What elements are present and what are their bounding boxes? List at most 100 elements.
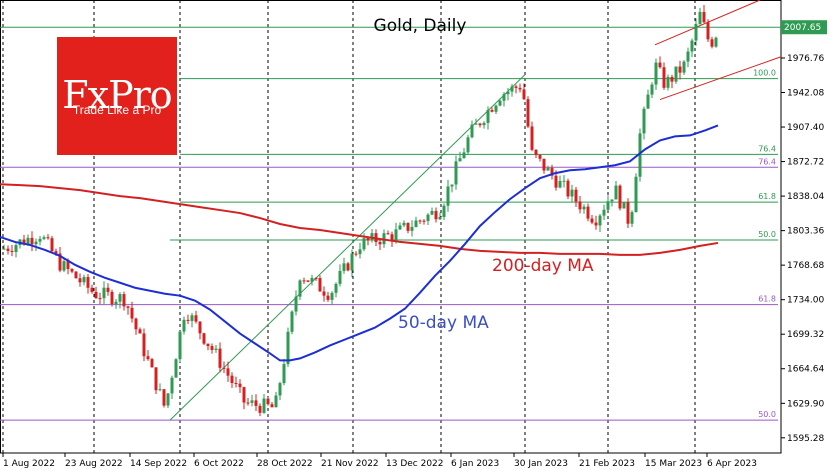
candle-body — [526, 99, 530, 127]
candle-body — [638, 133, 642, 177]
candle-body — [538, 154, 542, 159]
x-tick-label: 28 Oct 2022 — [257, 459, 313, 469]
candle-body — [358, 249, 362, 255]
candle-body — [214, 348, 218, 350]
candle-body — [534, 149, 538, 155]
candle-body — [458, 158, 462, 162]
candle-body — [478, 123, 482, 126]
candle-body — [438, 216, 442, 220]
candle-body — [550, 167, 554, 176]
candle-body — [110, 291, 114, 305]
candle-body — [86, 277, 90, 288]
candle-body — [610, 199, 614, 202]
candle-body — [706, 22, 710, 40]
fib-level-label: 76.4 — [758, 144, 776, 153]
candle-body — [170, 377, 174, 394]
candle-body — [90, 287, 94, 292]
channel-lower — [659, 56, 782, 101]
logo-brand: FxPro — [62, 73, 172, 117]
candle-body — [198, 321, 202, 334]
candle-body — [46, 237, 50, 239]
candle-body — [246, 402, 250, 404]
candle-body — [294, 296, 298, 312]
candle-body — [266, 398, 270, 405]
candle-body — [650, 84, 654, 95]
fib-level-label: 76.4 — [758, 157, 776, 166]
candle-body — [42, 237, 46, 239]
candle-body — [378, 241, 382, 245]
candle-body — [138, 329, 142, 334]
candle-body — [714, 37, 718, 47]
candle-body — [162, 389, 166, 406]
candle-body — [194, 315, 198, 322]
candle-body — [686, 51, 690, 62]
candle-body — [390, 234, 394, 241]
y-tick-label: 1803.36 — [787, 227, 824, 237]
candle-body — [202, 333, 206, 344]
y-tick-label: 1976.76 — [787, 54, 824, 64]
candle-body — [186, 319, 190, 321]
candle-body — [282, 364, 286, 384]
candle-body — [386, 233, 390, 235]
y-tick-label: 1699.32 — [787, 330, 824, 340]
candle-body — [158, 389, 162, 391]
fxpro-logo: FxPro Trade Like a Pro — [57, 37, 177, 155]
candle-body — [286, 331, 290, 365]
candle-body — [678, 66, 682, 73]
candle-body — [258, 405, 262, 413]
candle-body — [558, 180, 562, 188]
x-tick-label: 1 Aug 2022 — [3, 459, 55, 469]
candle-body — [622, 202, 626, 209]
candle-body — [154, 367, 158, 391]
candle-body — [118, 294, 122, 302]
candle-body — [230, 375, 234, 383]
candle-body — [106, 287, 110, 292]
candle-body — [290, 311, 294, 332]
candle-body — [466, 137, 470, 153]
candle-body — [710, 39, 714, 47]
candle-body — [98, 298, 102, 300]
candle-body — [430, 210, 434, 215]
y-tick-label: 1872.72 — [787, 158, 824, 168]
candle-body — [38, 238, 42, 242]
candle-body — [334, 283, 338, 293]
candle-body — [270, 404, 274, 408]
candle-body — [518, 87, 522, 90]
candle-body — [22, 239, 26, 245]
y-tick-label: 1734.00 — [787, 296, 824, 306]
candle-body — [646, 94, 650, 109]
candle-body — [442, 205, 446, 217]
candle-body — [330, 292, 334, 300]
candle-body — [618, 185, 622, 209]
candle-body — [254, 400, 258, 406]
fib-level-label: 61.8 — [758, 192, 776, 201]
candle-body — [206, 343, 210, 347]
label-50-day-ma: 50-day MA — [398, 313, 489, 333]
fib-level-label: 100.0 — [753, 69, 776, 78]
candle-body — [426, 214, 430, 221]
candle-body — [366, 238, 370, 241]
candle-body — [30, 237, 34, 245]
candle-body — [262, 398, 266, 413]
candle-body — [574, 189, 578, 202]
candle-body — [182, 319, 186, 332]
candle-body — [554, 175, 558, 188]
candle-body — [398, 225, 402, 230]
candle-body — [682, 61, 686, 73]
candle-body — [698, 11, 702, 25]
candle-body — [666, 76, 670, 88]
candle-body — [702, 11, 706, 23]
candle-body — [54, 251, 58, 254]
candle-body — [522, 89, 526, 100]
candle-body — [586, 206, 590, 219]
candle-body — [234, 382, 238, 384]
candle-body — [598, 215, 602, 226]
candle-body — [34, 241, 38, 245]
candle-body — [562, 180, 566, 182]
y-tick-label: 1907.40 — [787, 123, 824, 133]
candle-body — [142, 333, 146, 357]
candle-body — [302, 280, 306, 282]
candle-body — [66, 261, 70, 270]
candle-body — [614, 185, 618, 200]
candle-body — [670, 76, 674, 82]
